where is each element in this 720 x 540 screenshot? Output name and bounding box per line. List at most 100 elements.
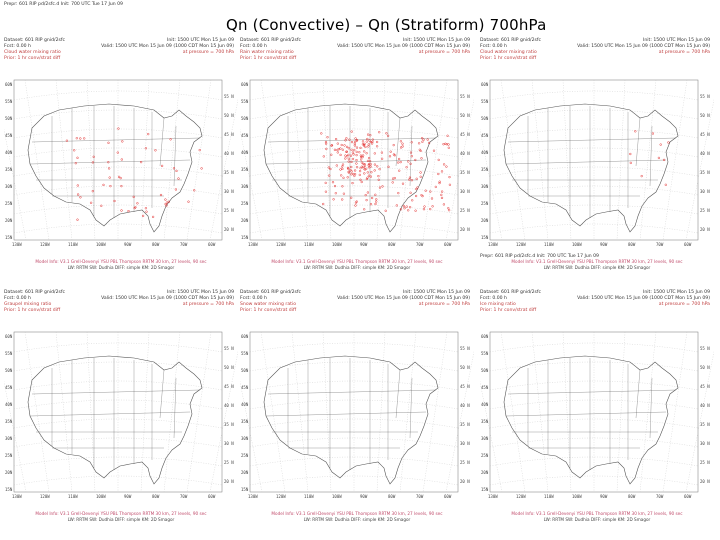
left-axis-label: 15N [5,235,13,240]
longitude-gridline [240,129,263,241]
left-axis-label: 50N [241,368,249,373]
precip-dot [429,190,432,193]
longitude-gridline [186,331,212,493]
precip-dot [410,141,413,144]
bottom-axis-label: 130W [12,242,22,247]
left-axis-label: 40N [481,402,489,407]
precip-dot [369,163,372,166]
precip-dot [354,201,358,204]
latitude-gridline [249,475,459,486]
precip-dot [409,162,412,165]
latitude-gridline [249,185,459,196]
precip-dot [355,153,358,157]
left-axis-label: 35N [5,167,13,172]
precip-dot [136,202,139,205]
precip-dot [65,139,69,142]
latitude-gridline [13,380,223,391]
precip-dot [351,157,354,161]
slide-title: Qn (Convective) – Qn (Stratiform) 700hPa [226,16,547,34]
precip-dot [361,140,365,143]
precip-dot [359,146,362,150]
longitude-gridline [163,79,181,241]
panel-header: Dataset: 601 RIP gnid/2sfc Init: 1500 UTC… [240,38,474,108]
field-line: Cloud water mixing ratio [4,50,61,55]
right-axis-label: 40 N [224,151,234,156]
precip-dot [397,161,400,164]
precip-dot [640,174,643,178]
precip-dot [347,147,351,150]
precip-dot [120,158,123,161]
fcst-line: Fcst: 0.00 h [240,296,267,301]
precip-dot [366,137,369,141]
precip-dot [360,180,363,184]
right-axis-label: 45 N [460,132,470,137]
left-axis-label: 55N [5,99,13,104]
bottom-axis-label: 120W [276,242,286,247]
precip-dot [117,127,120,130]
longitude-gridline [480,129,503,241]
latitude-gridline [249,399,459,410]
right-axis-label: 20 N [460,227,470,232]
latitude-gridline [13,418,223,429]
longitude-gridline [531,79,549,241]
precip-dot [107,161,110,164]
dataset-line: Dataset: 601 RIP gnid/2sfc [240,290,302,295]
field-line: Cloud water mixing ratio [480,50,537,55]
right-axis-label: 50 N [700,365,710,370]
country-outline [503,103,679,233]
precip-dot [144,147,148,150]
precip-dot [355,158,358,162]
model-info-line: Model Info: V3.1 Grell-Devenyi YSU PBL T… [35,259,207,264]
precip-dot [347,171,350,174]
bottom-axis-label: 80W [388,494,396,499]
longitude-gridline [322,331,332,493]
precip-dot [344,139,347,142]
field-line: Rain water mixing ratio [240,50,294,55]
precip-dot [154,149,157,152]
left-axis-label: 30N [5,436,13,441]
physics-line: LW: RRTM SW: Dudhia DIFF: simple KM: 2D … [67,516,175,522]
precip-dot [144,207,148,210]
pressure-line: at pressure = 700 hPa [658,302,710,307]
precip-dot [74,162,77,165]
latitude-gridline [249,456,459,467]
precip-dot [332,198,335,201]
extra-header: Prepr: 601 RIP pd/2sfc.d Init: 700 UTC T… [4,2,123,7]
longitude-gridline [376,331,386,493]
precip-dot [365,140,368,143]
precip-dot [344,154,347,157]
right-axis-label: 35 N [700,170,710,175]
precip-dot [335,164,338,167]
latitude-gridline [13,90,223,101]
map-panel-2: Dataset: 601 RIP gnid/2sfc Init: 1500 UTC… [240,38,474,270]
latitude-gridline [249,109,459,120]
precip-dot [437,158,440,162]
precip-dot [408,178,411,181]
left-axis-label: 30N [481,184,489,189]
left-axis-label: 50N [5,368,13,373]
precip-dot [353,148,356,152]
country-outline [27,355,203,485]
precip-dot [120,209,123,212]
field-line: Snow water mixing ratio [240,302,297,307]
precip-dot [330,144,334,147]
precip-dot [381,185,384,188]
bottom-axis-label: 80W [388,242,396,247]
left-axis-label: 25N [481,201,489,206]
precip-dot [434,185,437,189]
right-axis-label: 20 N [460,479,470,484]
map-panel-5: Dataset: 601 RIP gnid/2sfc Init: 1500 UTC… [240,290,474,522]
state-border [409,377,413,439]
model-info-line: Model Info: V3.1 Grell-Devenyi YSU PBL T… [271,511,443,516]
precip-dot [442,163,446,166]
precip-dot [419,175,422,178]
precip-dot [366,159,370,163]
latitude-gridline [249,437,459,448]
latitude-gridline [489,128,699,139]
precip-dot [164,198,167,201]
latitude-gridline [489,90,699,101]
bottom-axis-label: 60W [444,494,452,499]
precip-dot [397,157,401,161]
left-axis-label: 15N [481,487,489,492]
precip-dot [177,177,180,180]
